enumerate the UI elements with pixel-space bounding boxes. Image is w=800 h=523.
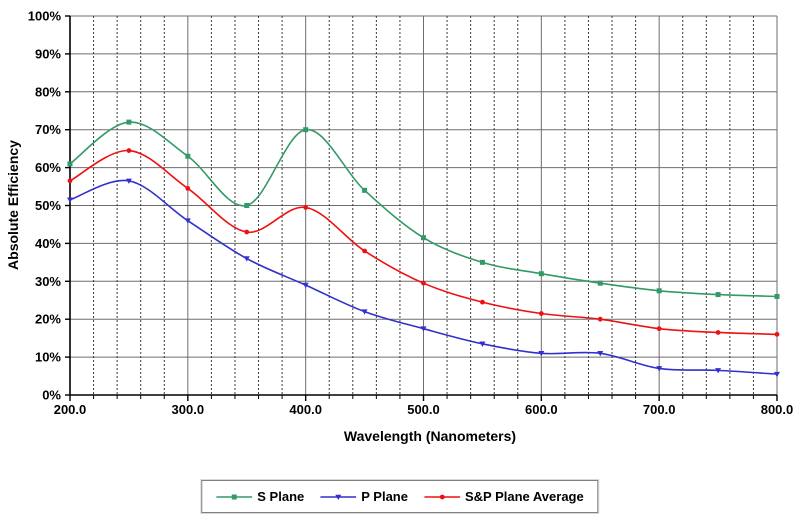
x-tick-label: 200.0 <box>54 402 87 417</box>
data-point-marker <box>479 259 485 265</box>
data-point-marker <box>480 299 485 305</box>
data-point-marker <box>362 248 367 254</box>
legend-label: S&P Plane Average <box>464 489 584 504</box>
y-tick-label: 60% <box>35 160 61 175</box>
y-tick-label: 90% <box>35 46 61 61</box>
data-point-marker <box>538 311 544 316</box>
legend-label: P Plane <box>361 489 408 504</box>
y-axis-tick-labels: 0% 10% 20% 30% 40% 50% 60% 70% 80% 90% 100% <box>28 9 62 403</box>
y-tick-label: 50% <box>35 198 61 213</box>
data-point-marker <box>184 218 191 224</box>
x-tick-label: 600.0 <box>525 402 558 417</box>
data-point-marker <box>185 186 191 191</box>
data-point-marker <box>231 494 237 499</box>
data-point-marker <box>125 178 132 184</box>
data-point-marker <box>67 197 73 203</box>
data-point-marker <box>597 351 604 357</box>
x-tick-label: 400.0 <box>289 402 322 417</box>
data-point-marker <box>421 280 426 286</box>
y-tick-label: 30% <box>35 274 61 289</box>
y-tick-label: 10% <box>35 350 61 365</box>
data-point-marker <box>67 178 73 184</box>
data-point-marker <box>774 371 780 378</box>
y-tick-label: 20% <box>35 312 61 327</box>
data-point-marker <box>656 288 662 294</box>
y-tick-label: 80% <box>35 84 61 99</box>
data-point-marker <box>421 235 426 241</box>
series-s-p-plane-average <box>67 148 780 337</box>
legend-item-s-plane: S Plane <box>216 489 304 504</box>
data-point-marker <box>303 204 309 210</box>
data-point-marker <box>774 331 780 337</box>
grid-vertical-major <box>187 16 778 395</box>
data-point-marker <box>715 368 722 374</box>
data-point-marker <box>335 494 342 500</box>
y-axis-title: Absolute Efficiency <box>5 140 21 270</box>
data-point-marker <box>361 309 368 315</box>
data-point-marker <box>420 326 427 332</box>
x-axis-title: Wavelength (Nanometers) <box>343 428 517 444</box>
data-point-marker <box>597 280 603 286</box>
x-tick-label: 300.0 <box>172 402 205 417</box>
data-point-marker <box>67 161 73 167</box>
legend-marker-s-p-plane-average <box>423 494 460 499</box>
x-tick-label: 700.0 <box>643 402 676 417</box>
data-point-marker <box>656 326 662 332</box>
x-axis-tick-labels: 200.0 300.0 400.0 500.0 600.0 700.0 800.0 <box>54 402 794 417</box>
legend-label: S Plane <box>257 489 305 504</box>
data-point-marker <box>715 330 721 335</box>
data-point-marker <box>303 127 309 133</box>
y-tick-label: 100% <box>28 9 62 24</box>
legend-marker-p-plane <box>320 494 357 500</box>
data-point-marker <box>126 119 132 125</box>
data-point-marker <box>656 366 663 372</box>
data-point-marker <box>774 293 780 299</box>
legend-item-s-p-plane-average: S&P Plane Average <box>423 489 584 504</box>
data-point-marker <box>538 271 544 277</box>
data-point-marker <box>244 203 250 208</box>
legend-item-p-plane: P Plane <box>320 489 408 504</box>
data-point-marker <box>243 256 250 262</box>
data-point-marker <box>362 187 368 193</box>
x-tick-label: 800.0 <box>761 402 794 417</box>
data-point-marker <box>715 292 721 298</box>
series-s-plane <box>67 119 780 299</box>
grid-vertical-minor <box>93 16 754 395</box>
series-p-plane <box>67 178 780 378</box>
data-point-marker <box>538 351 545 357</box>
y-tick-label: 70% <box>35 122 61 137</box>
data-point-marker <box>185 153 191 159</box>
y-tick-label: 40% <box>35 236 61 251</box>
legend-marker-s-plane <box>216 494 253 499</box>
data-point-marker <box>479 341 486 347</box>
data-point-marker <box>597 316 603 322</box>
x-tick-label: 500.0 <box>407 402 440 417</box>
data-point-marker <box>244 229 250 235</box>
data-point-marker <box>126 148 132 153</box>
y-tick-label: 0% <box>42 388 61 403</box>
data-point-marker <box>302 282 309 289</box>
legend: S Plane P Plane S&P Plane Average <box>201 480 599 513</box>
data-point-marker <box>439 494 445 499</box>
axis-ticks <box>65 15 778 401</box>
